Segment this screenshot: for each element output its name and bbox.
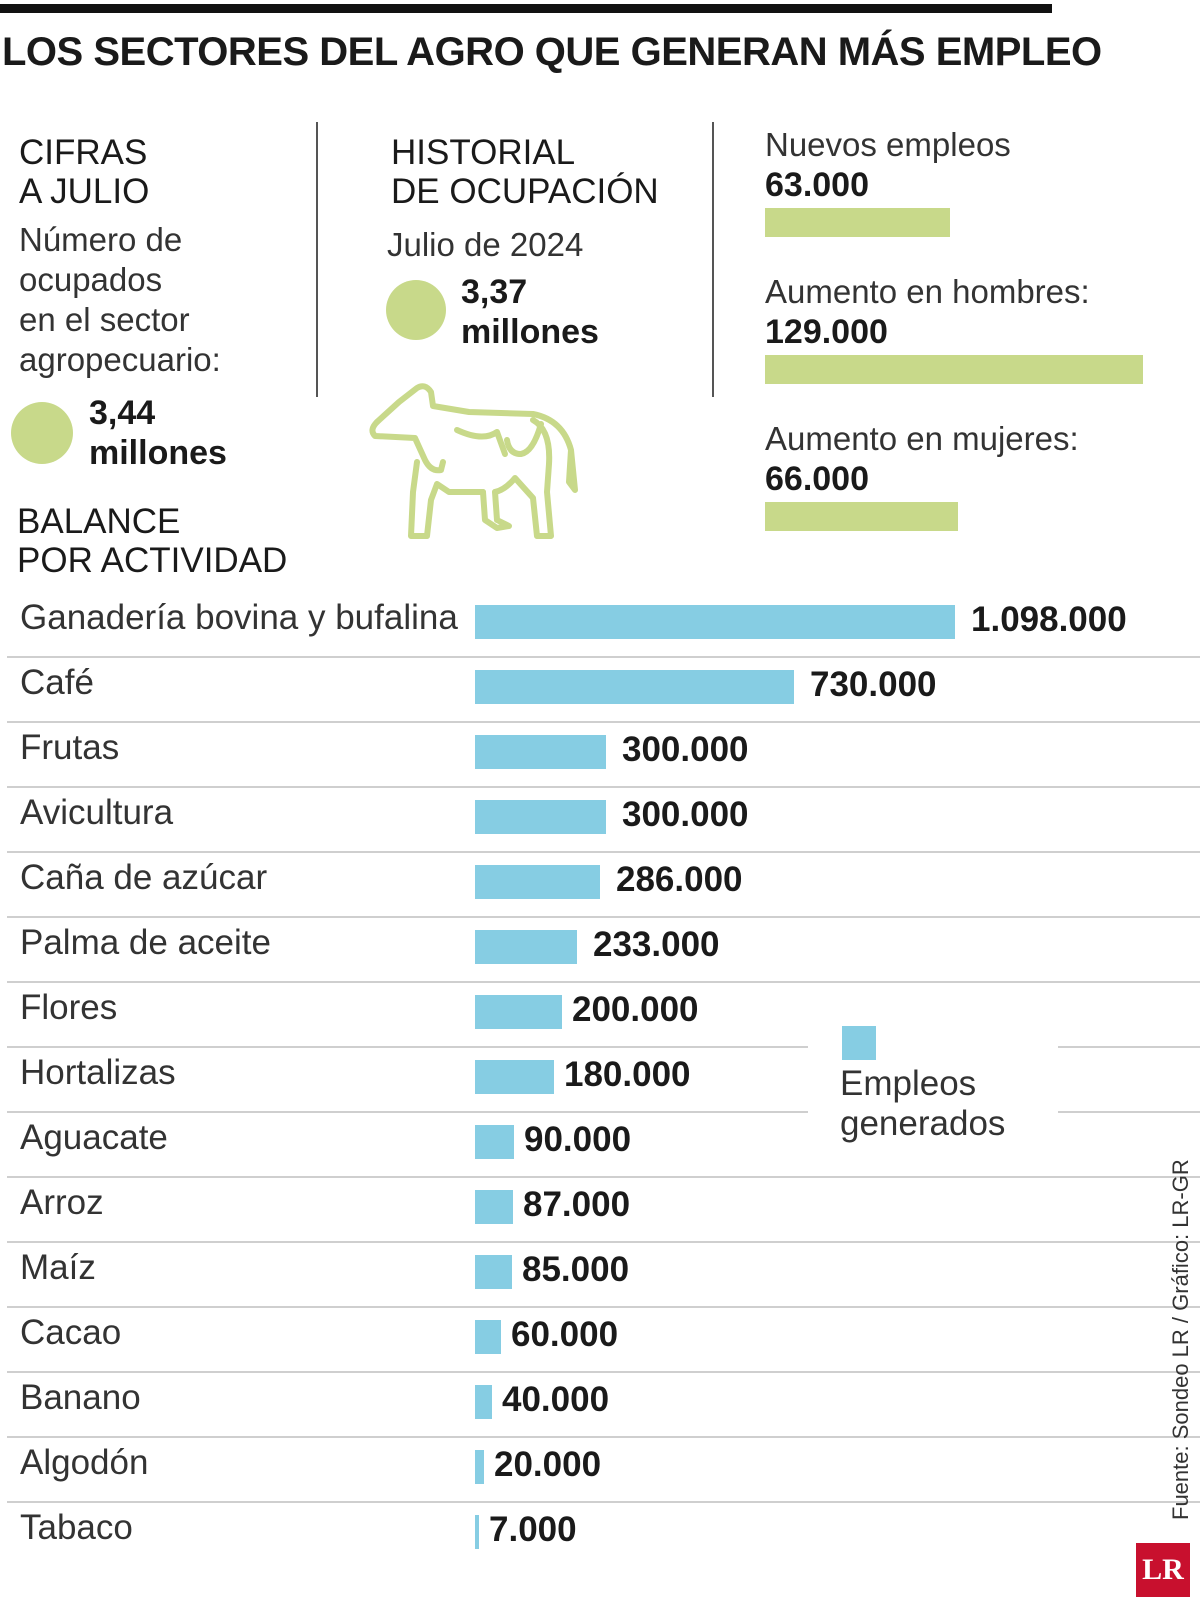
- chart-bar: [475, 1190, 513, 1224]
- cow-icon: [369, 383, 578, 539]
- chart-bar: [475, 800, 606, 834]
- legend: Empleos generados: [808, 1012, 1058, 1162]
- chart-row: Palma de aceite 233.000: [7, 915, 1200, 983]
- stat-bar: [765, 502, 958, 531]
- bar-value-label: 87.000: [523, 1185, 631, 1224]
- page-title: LOS SECTORES DEL AGRO QUE GENERAN MÁS EM…: [2, 30, 1102, 74]
- stat-label: Nuevos empleos: [765, 126, 1011, 163]
- chart-row: Arroz 87.000: [7, 1175, 1200, 1243]
- chart-bar: [475, 735, 606, 769]
- cifras-subtitle-line: agropecuario:: [19, 341, 221, 378]
- historial-heading: HISTORIAL DE OCUPACIÓN: [391, 133, 659, 211]
- chart-bar: [475, 995, 562, 1029]
- balance-heading: BALANCE POR ACTIVIDAD: [17, 502, 288, 580]
- chart-row: Maíz 85.000: [7, 1240, 1200, 1308]
- cifras-value-unit: millones: [89, 434, 227, 472]
- chart-row: Café 730.000: [7, 655, 1200, 723]
- stat-bar: [765, 355, 1143, 384]
- chart-row: Cacao 60.000: [7, 1305, 1200, 1373]
- column-divider: [316, 122, 318, 397]
- category-label: Aguacate: [20, 1118, 168, 1157]
- bar-value-label: 90.000: [524, 1120, 632, 1159]
- stat-label: Aumento en mujeres:: [765, 420, 1079, 457]
- cifras-heading: CIFRAS A JULIO: [19, 133, 150, 211]
- bar-value-label: 200.000: [572, 990, 699, 1029]
- chart-row: Flores 200.000: [7, 980, 1200, 1048]
- category-label: Maíz: [20, 1248, 96, 1287]
- category-label: Flores: [20, 988, 118, 1027]
- category-label: Arroz: [20, 1183, 104, 1222]
- chart-row: Aguacate 90.000: [7, 1110, 1200, 1178]
- category-label: Hortalizas: [20, 1053, 176, 1092]
- bar-value-label: 7.000: [489, 1510, 577, 1549]
- chart-bar: [475, 1125, 514, 1159]
- chart-row: Frutas 300.000: [7, 720, 1200, 788]
- chart-row: Caña de azúcar 286.000: [7, 850, 1200, 918]
- cifras-value-number: 3,44: [89, 394, 156, 432]
- category-label: Palma de aceite: [20, 923, 271, 962]
- cifras-value: 3,44 millones: [89, 393, 227, 473]
- cifras-subtitle-line: en el sector: [19, 301, 190, 338]
- category-label: Caña de azúcar: [20, 858, 268, 897]
- chart-bar: [475, 1450, 484, 1484]
- stat-value: 66.000: [765, 460, 869, 498]
- chart-bar: [475, 865, 600, 899]
- chart-bar: [475, 1385, 492, 1419]
- category-label: Café: [20, 663, 94, 702]
- source-note: Fuente: Sondeo LR / Gráfico: LR-GR: [1168, 1159, 1193, 1520]
- column-divider: [712, 122, 714, 397]
- category-label: Tabaco: [20, 1508, 133, 1547]
- bar-value-label: 286.000: [616, 860, 743, 899]
- bar-value-label: 20.000: [494, 1445, 602, 1484]
- category-label: Algodón: [20, 1443, 149, 1482]
- bar-value-label: 60.000: [511, 1315, 619, 1354]
- category-label: Frutas: [20, 728, 120, 767]
- bar-value-label: 233.000: [593, 925, 720, 964]
- chart-row: Ganadería bovina y bufalina 1.098.000: [7, 590, 1200, 658]
- category-label: Banano: [20, 1378, 141, 1417]
- chart-bar: [475, 605, 955, 639]
- category-label: Avicultura: [20, 793, 174, 832]
- cifras-dot-icon: [11, 402, 73, 464]
- chart-bar: [475, 1515, 479, 1549]
- chart-bar: [475, 670, 794, 704]
- bar-value-label: 40.000: [502, 1380, 610, 1419]
- chart-bar: [475, 1320, 501, 1354]
- chart-row: Hortalizas 180.000: [7, 1045, 1200, 1113]
- chart-bar: [475, 930, 577, 964]
- historial-dot-icon: [386, 280, 446, 340]
- bar-value-label: 1.098.000: [971, 600, 1127, 639]
- bar-value-label: 300.000: [622, 795, 749, 834]
- stat-label: Aumento en hombres:: [765, 273, 1090, 310]
- historial-value-unit: millones: [461, 313, 599, 351]
- top-rule: [0, 4, 1052, 13]
- chart-row: Banano 40.000: [7, 1370, 1200, 1438]
- historial-date: Julio de 2024: [387, 226, 584, 263]
- stat-bar: [765, 208, 950, 237]
- bar-value-label: 730.000: [810, 665, 937, 704]
- bar-value-label: 85.000: [522, 1250, 630, 1289]
- chart-bar: [475, 1060, 554, 1094]
- bar-value-label: 300.000: [622, 730, 749, 769]
- chart-row: Algodón 20.000: [7, 1435, 1200, 1503]
- chart-row: Tabaco 7.000: [7, 1500, 1200, 1566]
- bar-value-label: 180.000: [564, 1055, 691, 1094]
- historial-value-number: 3,37: [461, 273, 528, 311]
- category-label: Ganadería bovina y bufalina: [20, 598, 458, 637]
- historial-value: 3,37 millones: [461, 272, 599, 352]
- stat-value: 129.000: [765, 313, 888, 351]
- cifras-subtitle-line: ocupados: [19, 261, 163, 298]
- chart-row: Avicultura 300.000: [7, 785, 1200, 853]
- stat-value: 63.000: [765, 166, 869, 204]
- legend-swatch-icon: [842, 1026, 876, 1060]
- legend-label: Empleos generados: [840, 1064, 1006, 1143]
- chart-bar: [475, 1255, 512, 1289]
- lr-logo: LR: [1136, 1543, 1190, 1597]
- cifras-subtitle-line: Número de: [19, 221, 183, 258]
- category-label: Cacao: [20, 1313, 122, 1352]
- cifras-subtitle: Número de ocupados en el sector agropecu…: [19, 220, 221, 380]
